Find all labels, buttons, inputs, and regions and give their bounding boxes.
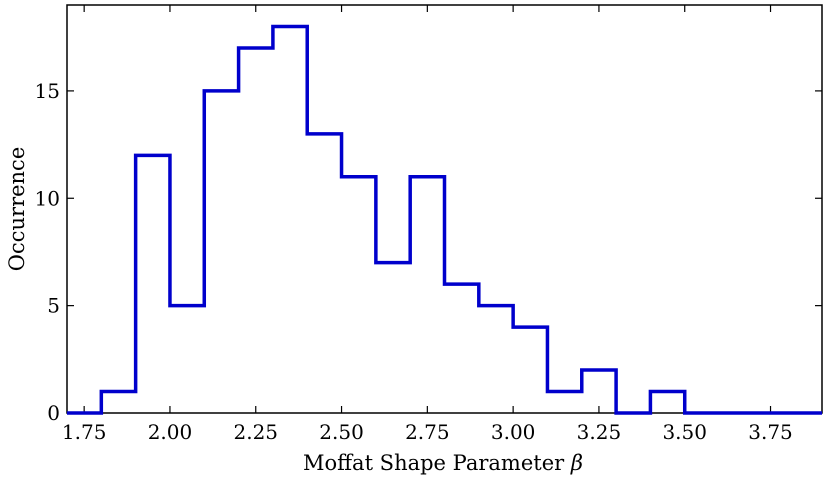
histogram-bin	[239, 48, 273, 413]
histogram-bin	[136, 155, 170, 413]
histogram-step-line	[67, 24, 822, 415]
y-axis-title: Occurrence	[5, 147, 29, 271]
histogram-bin	[273, 26, 307, 413]
x-tick-label: 3.75	[748, 420, 793, 444]
x-tick-label: 3.50	[662, 420, 707, 444]
x-axis-title: Moffat Shape Parameter β	[303, 451, 583, 475]
histogram-bin	[650, 392, 684, 413]
plot-area: 1.75 2.00 2.25 2.50 2.75 3.00 3.25 3.50 3.75 0 5 10…	[35, 4, 823, 444]
histogram-bin	[101, 392, 135, 413]
x-tick-label: 2.00	[148, 420, 193, 444]
x-tick-label: 2.25	[233, 420, 278, 444]
x-tick-label: 3.00	[491, 420, 536, 444]
x-tick-label: 2.75	[405, 420, 450, 444]
histogram-bin	[513, 327, 547, 413]
y-tick-label: 10	[35, 186, 60, 210]
histogram-bin	[376, 263, 410, 413]
histogram-bin	[547, 392, 581, 413]
x-tick-label: 3.25	[577, 420, 622, 444]
histogram-bin	[342, 177, 376, 413]
histogram-bin	[582, 370, 616, 413]
plot-frame	[66, 4, 823, 414]
histogram-bin	[410, 177, 444, 413]
y-tick-label: 15	[35, 79, 60, 103]
histogram-bin	[479, 306, 513, 413]
x-tick-label: 1.75	[62, 420, 107, 444]
x-axis-title-text: Moffat Shape Parameter	[303, 451, 565, 475]
histogram-bin	[445, 284, 479, 413]
histogram-bin	[170, 306, 204, 413]
histogram-bin	[307, 134, 341, 413]
y-tick-label: 0	[47, 401, 60, 425]
y-tick-label: 5	[47, 294, 60, 318]
x-tick-label: 2.50	[319, 420, 364, 444]
histogram-bin	[204, 91, 238, 413]
x-axis-title-symbol: β	[570, 451, 583, 475]
